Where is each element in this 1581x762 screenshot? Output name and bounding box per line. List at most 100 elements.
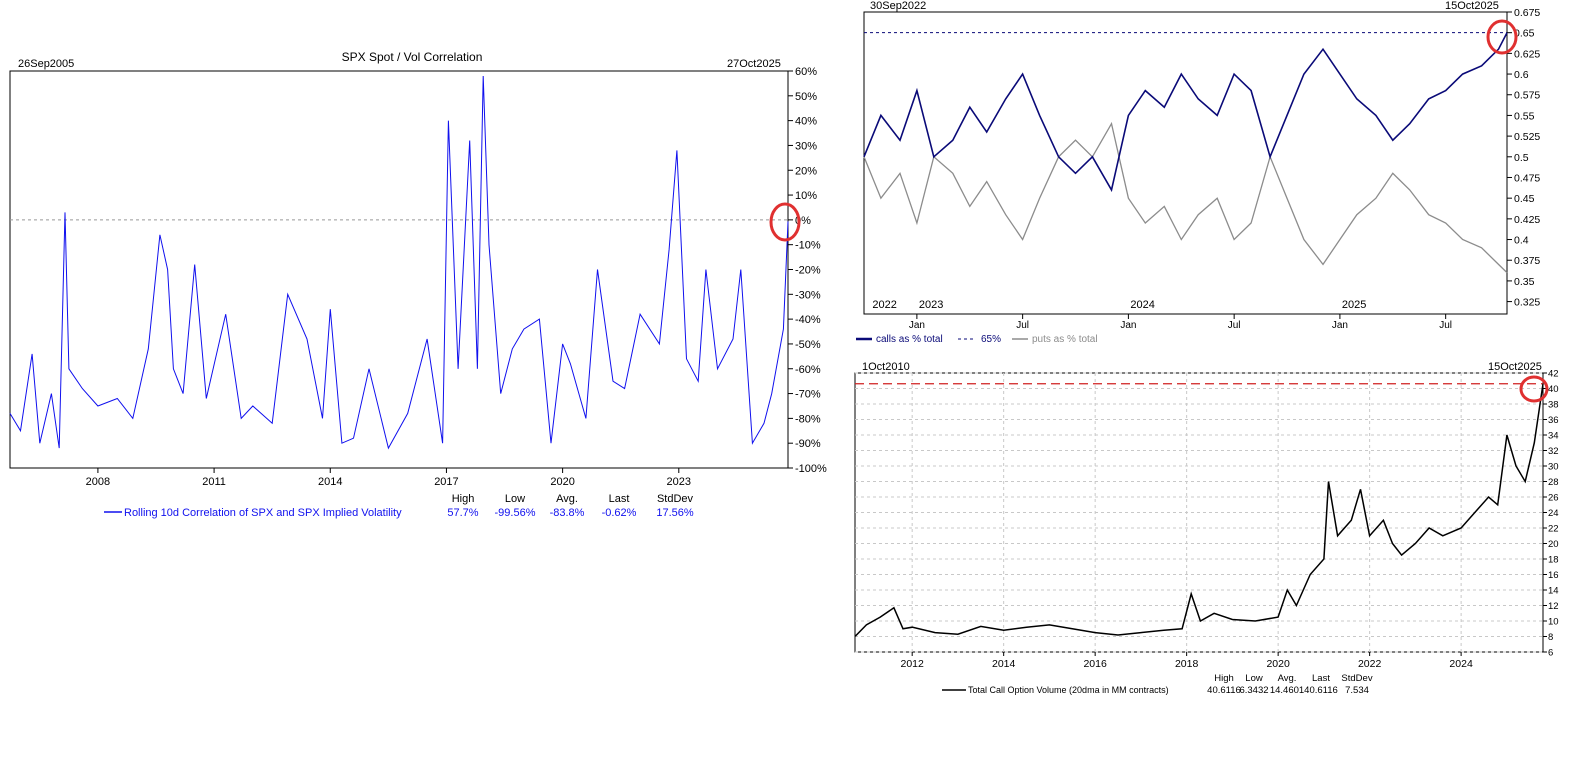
y-tick-label: 50% — [795, 91, 817, 103]
spot-vol-plot-frame — [9, 70, 789, 469]
x-tick-label: 2011 — [202, 476, 226, 488]
spot-vol-end-label: 27Oct2025 — [727, 58, 781, 70]
y-tick-label: 0.6 — [1514, 69, 1529, 81]
call-put-share-chart: 30Sep2022 15Oct2025 0.675 0.65 0.625 0.6 0.5… — [856, 0, 1540, 345]
stat-value: -0.62% — [602, 507, 637, 519]
share-start-label: 30Sep2022 — [870, 0, 926, 12]
y-tick-label: 42 — [1548, 369, 1559, 380]
y-tick-label: -50% — [795, 339, 821, 351]
highlight-circle — [769, 202, 801, 242]
stat-header-stddev: StdDev — [657, 493, 694, 505]
stat-value: -83.8% — [550, 507, 585, 519]
legend-label-correlation: Rolling 10d Correlation of SPX and SPX I… — [124, 507, 402, 519]
y-tick-label: -20% — [795, 265, 821, 277]
y-tick-label: 32 — [1548, 446, 1559, 457]
legend-label-puts: puts as % total — [1032, 334, 1098, 345]
y-tick-label: 0.375 — [1514, 255, 1540, 267]
y-tick-label: 0.525 — [1514, 131, 1540, 143]
share-legend: calls as % total 65% puts as % total — [856, 334, 1098, 345]
stat-header-last: Last — [609, 493, 630, 505]
x-tick-label: 2024 — [1449, 658, 1473, 670]
x-tick-label: 2022 — [1358, 658, 1382, 670]
calls-share-series-line — [863, 32, 1508, 193]
stat-value: 14.4601 — [1270, 685, 1304, 696]
stat-header-high: High — [452, 493, 475, 505]
y-tick-label: 10 — [1548, 617, 1559, 628]
x-tick-label: 2023 — [667, 476, 691, 488]
share-highlight-circle — [1486, 19, 1518, 55]
y-tick-label: -100% — [795, 463, 827, 475]
y-tick-label: 0.575 — [1514, 90, 1540, 102]
y-tick-label: -40% — [795, 314, 821, 326]
legend-label-volume: Total Call Option Volume (20dma in MM co… — [968, 685, 1169, 695]
y-tick-label: 30% — [795, 140, 817, 152]
stat-value: -99.56% — [495, 507, 536, 519]
x-tick-label: 2012 — [901, 658, 925, 670]
y-tick-label: 0.55 — [1514, 110, 1535, 122]
y-tick-label: 60% — [795, 66, 817, 78]
stat-header: Avg. — [1278, 673, 1297, 684]
spot-vol-chart: SPX Spot / Vol Correlation 26Sep2005 27O… — [9, 50, 827, 519]
year-label: 2023 — [919, 299, 943, 311]
y-tick-label: 0.65 — [1514, 28, 1535, 40]
volume-legend: Total Call Option Volume (20dma in MM co… — [942, 685, 1169, 695]
x-tick-label: Jan — [1332, 320, 1348, 331]
y-tick-label: 0.425 — [1514, 214, 1540, 226]
x-tick-label: Jul — [1016, 320, 1029, 331]
y-tick-label: 14 — [1548, 586, 1559, 597]
y-tick-label: 26 — [1548, 493, 1559, 504]
y-tick-label: 10% — [795, 190, 817, 202]
stat-value: 6.3432 — [1239, 685, 1268, 696]
spot-vol-title: SPX Spot / Vol Correlation — [342, 50, 483, 64]
y-tick-label: -30% — [795, 289, 821, 301]
y-tick-label: 0.625 — [1514, 48, 1540, 60]
y-tick-label: 20% — [795, 165, 817, 177]
x-tick-label: 2014 — [318, 476, 342, 488]
x-tick-label: Jan — [909, 320, 925, 331]
y-tick-label: 28 — [1548, 477, 1559, 488]
volume-highlight-circle — [1519, 375, 1549, 403]
y-tick-label: 0.45 — [1514, 193, 1535, 205]
stat-value: 57.7% — [447, 507, 478, 519]
y-tick-label: 30 — [1548, 462, 1559, 473]
legend-label-calls: calls as % total — [876, 334, 943, 345]
y-tick-label: 0.325 — [1514, 297, 1540, 309]
x-tick-label: 2014 — [992, 658, 1016, 670]
y-tick-label: 8 — [1548, 632, 1553, 643]
y-tick-label: 16 — [1548, 570, 1559, 581]
x-tick-label: 2017 — [434, 476, 458, 488]
x-tick-label: 2016 — [1083, 658, 1107, 670]
y-tick-label: -90% — [795, 438, 821, 450]
share-plot-frame — [863, 11, 1508, 315]
x-tick-label: 2008 — [86, 476, 110, 488]
share-end-label: 15Oct2025 — [1445, 0, 1499, 12]
stat-header-low: Low — [505, 493, 525, 505]
x-tick-label: 2018 — [1175, 658, 1199, 670]
y-tick-label: 6 — [1548, 648, 1553, 659]
call-volume-series-line — [854, 383, 1544, 638]
stat-value: 40.6116 — [1207, 685, 1241, 696]
y-tick-label: -70% — [795, 389, 821, 401]
stat-value: 17.56% — [656, 507, 694, 519]
y-tick-label: 36 — [1548, 415, 1559, 426]
y-tick-label: 0.675 — [1514, 7, 1540, 19]
y-tick-label: 0.5 — [1514, 152, 1529, 164]
y-tick-label: -80% — [795, 413, 821, 425]
stat-header-avg: Avg. — [556, 493, 578, 505]
y-tick-label: 40% — [795, 116, 817, 128]
x-tick-label: Jan — [1120, 320, 1136, 331]
x-tick-label: Jul — [1439, 320, 1452, 331]
y-tick-label: 24 — [1548, 508, 1559, 519]
y-tick-label: 34 — [1548, 431, 1559, 442]
call-volume-chart: 1Oct2010 15Oct2025 42 40 38 36 34 32 30 28 26 24 2… — [854, 361, 1559, 696]
y-tick-label: 0.475 — [1514, 172, 1540, 184]
y-tick-label: 22 — [1548, 524, 1559, 535]
volume-end-label: 15Oct2025 — [1488, 361, 1542, 373]
y-tick-label: 20 — [1548, 539, 1559, 550]
stat-header: StdDev — [1341, 673, 1372, 684]
y-tick-label: -10% — [795, 240, 821, 252]
year-label: 2022 — [872, 299, 896, 311]
puts-share-series-line — [863, 121, 1508, 274]
legend-label-sixty-five: 65% — [981, 334, 1001, 345]
